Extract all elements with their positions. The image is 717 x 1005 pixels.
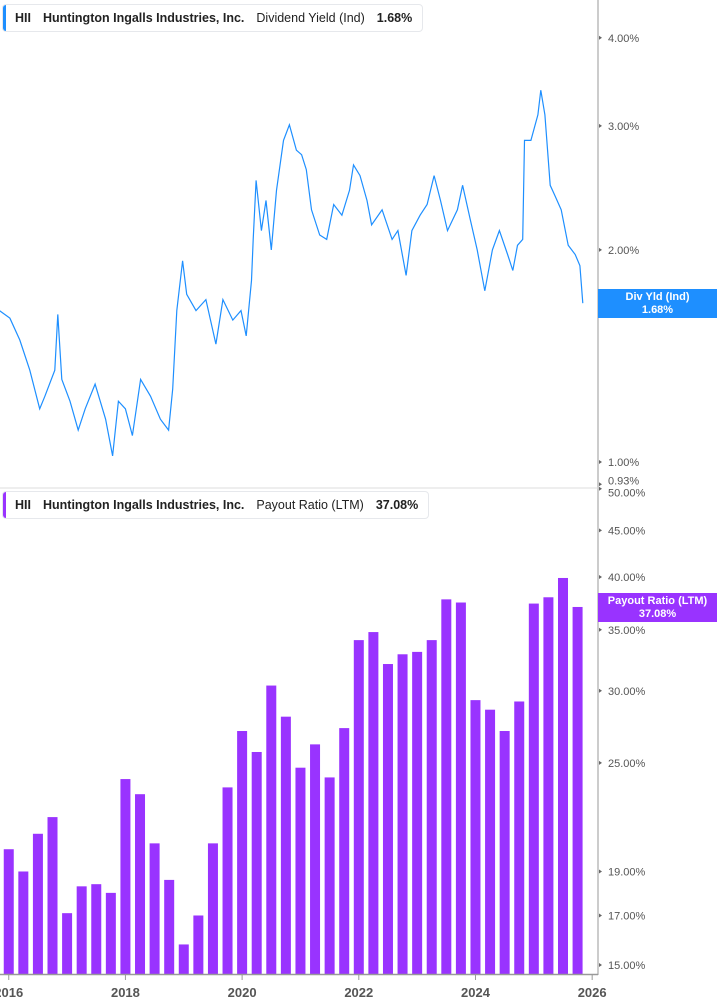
payout-bar <box>18 871 29 974</box>
payout-bar <box>572 606 583 974</box>
payout-bar <box>339 728 350 974</box>
payout-bar <box>120 779 131 974</box>
x-axis: 2016 2018 2020 2022 2024 2026 <box>0 973 607 1000</box>
payout-bar <box>441 599 452 974</box>
payout-bar <box>557 577 568 974</box>
payout-bar <box>237 731 248 974</box>
yield-last-value-tag: Div Yld (Ind) 1.68% <box>598 289 717 318</box>
y-tick-mark <box>599 913 602 918</box>
payout-bar <box>178 944 189 974</box>
yield-axis: 4.00% 3.00% 2.00% 1.00% 0.93% <box>0 0 639 975</box>
payout-bar <box>543 597 554 974</box>
y-tick-label: 19.00% <box>608 867 646 879</box>
payout-bar <box>280 716 291 974</box>
legend-metric: Dividend Yield (Ind) <box>256 11 365 25</box>
y-tick-mark <box>599 627 602 632</box>
payout-bar <box>426 640 437 974</box>
tag-value: 1.68% <box>641 304 674 316</box>
payout-bar <box>499 731 510 974</box>
y-tick-label: 35.00% <box>608 625 646 637</box>
payout-bar <box>32 833 43 974</box>
payout-bar <box>164 879 175 974</box>
payout-bar <box>382 664 393 974</box>
payout-bar <box>397 654 408 974</box>
tag-label: Payout Ratio (LTM) <box>607 595 708 607</box>
payout-bar <box>105 892 116 974</box>
payout-bar <box>412 651 423 974</box>
y-tick-mark <box>599 528 602 533</box>
y-tick-label: 1.00% <box>608 457 639 469</box>
y-tick-mark <box>599 123 602 128</box>
payout-bar <box>455 602 466 974</box>
y-tick-mark <box>599 869 602 874</box>
bottom-legend: HII Huntington Ingalls Industries, Inc. … <box>2 491 430 519</box>
payout-bar <box>295 767 306 974</box>
payout-bar <box>353 640 364 974</box>
y-tick-label: 30.00% <box>608 686 646 698</box>
series-color-swatch <box>3 492 6 518</box>
payout-last-value-tag: Payout Ratio (LTM) 37.08% <box>598 593 717 622</box>
legend-company: Huntington Ingalls Industries, Inc. <box>42 11 245 25</box>
payout-bar <box>324 777 335 974</box>
legend-value: 37.08% <box>375 498 419 512</box>
payout-bar <box>47 817 58 974</box>
y-tick-label: 0.93% <box>608 476 639 488</box>
payout-bar <box>3 849 14 974</box>
y-tick-mark <box>599 963 602 967</box>
payout-bar <box>368 632 379 974</box>
payout-bars <box>3 577 583 974</box>
y-tick-label: 17.00% <box>608 911 646 923</box>
y-tick-mark <box>599 460 602 464</box>
payout-bar <box>135 794 146 974</box>
y-tick-mark <box>599 35 602 40</box>
y-tick-label: 15.00% <box>608 960 646 972</box>
y-tick-label: 25.00% <box>608 758 646 770</box>
legend-ticker: HII <box>15 11 31 25</box>
x-tick-label: 2024 <box>461 985 491 1000</box>
y-tick-mark <box>599 247 602 252</box>
payout-bar <box>266 685 277 974</box>
tag-value: 37.08% <box>638 608 677 620</box>
payout-bar <box>222 787 233 974</box>
y-tick-label: 50.00% <box>608 488 646 500</box>
payout-bar <box>91 884 102 974</box>
y-tick-mark <box>599 574 602 579</box>
payout-axis: 50.00% 45.00% 40.00% 35.00% 30.00% 25.00% 19.0… <box>599 486 646 972</box>
y-tick-label: 45.00% <box>608 525 646 537</box>
payout-bar <box>193 915 204 974</box>
y-tick-mark <box>599 482 602 487</box>
y-tick-label: 2.00% <box>608 245 639 257</box>
x-tick-label: 2018 <box>111 985 140 1000</box>
tag-label: Div Yld (Ind) <box>625 291 690 303</box>
payout-bar <box>62 913 73 974</box>
payout-bar <box>207 843 218 974</box>
payout-bar <box>470 700 481 974</box>
y-tick-label: 4.00% <box>608 33 639 45</box>
payout-bar <box>251 751 262 974</box>
payout-bar <box>528 603 539 974</box>
payout-bar <box>310 744 321 974</box>
x-tick-label: 2016 <box>0 985 23 1000</box>
y-tick-label: 40.00% <box>608 572 646 584</box>
payout-bar <box>76 886 87 974</box>
series-color-swatch <box>3 5 6 31</box>
x-tick-label: 2022 <box>344 985 373 1000</box>
legend-metric: Payout Ratio (LTM) <box>256 498 364 512</box>
payout-bar <box>514 701 525 974</box>
legend-ticker: HII <box>15 498 31 512</box>
payout-bar <box>485 709 496 974</box>
y-tick-mark <box>599 760 602 765</box>
legend-value: 1.68% <box>376 11 413 25</box>
top-legend: HII Huntington Ingalls Industries, Inc. … <box>2 4 424 32</box>
legend-company: Huntington Ingalls Industries, Inc. <box>42 498 245 512</box>
payout-bar <box>149 843 160 974</box>
y-tick-mark <box>599 688 602 693</box>
x-tick-label: 2026 <box>578 985 607 1000</box>
y-tick-mark <box>599 486 602 491</box>
dividend-yield-line <box>0 90 584 457</box>
x-tick-label: 2020 <box>228 985 257 1000</box>
y-tick-label: 3.00% <box>608 121 639 133</box>
